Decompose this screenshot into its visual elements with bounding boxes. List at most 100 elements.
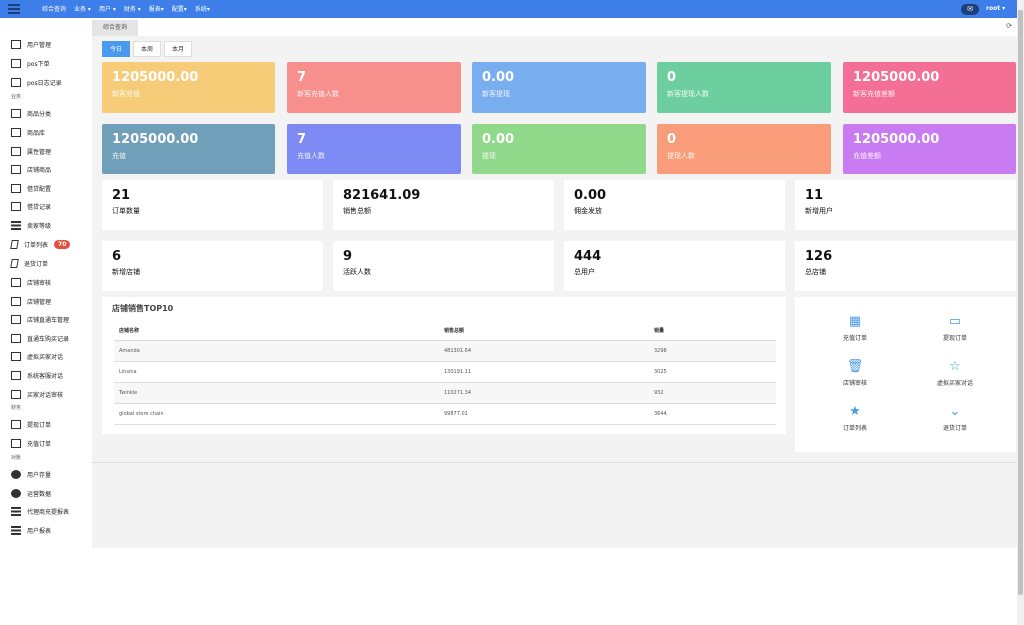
star-icon: ★	[849, 404, 861, 419]
card-icon	[11, 333, 21, 343]
stat-label: 新增用户	[805, 207, 833, 215]
color-stat-card: 0.00 新客提现	[472, 62, 646, 113]
period-button[interactable]: 本月	[164, 41, 192, 57]
period-button[interactable]: 今日	[102, 41, 130, 57]
sidebar-item[interactable]: 店铺直通车管理	[11, 313, 69, 325]
quick-link-label: 提现订单	[942, 335, 967, 342]
stat-label: 活跃人数	[343, 268, 371, 276]
period-button[interactable]: 本周	[133, 41, 161, 57]
sidebar-item-label: 直通车购买记录	[27, 335, 70, 343]
sidebar-item[interactable]: 用户存量	[11, 468, 51, 480]
nav-item[interactable]: 业务 ▾	[74, 6, 91, 13]
tab-overview[interactable]: 综合查询	[92, 20, 138, 36]
sidebar-item[interactable]: 直通车购买记录	[11, 332, 69, 344]
chat-icon[interactable]: ✉	[961, 4, 979, 15]
card-icon	[11, 351, 21, 361]
quick-link[interactable]: ☆ 虚拟买家对话	[900, 359, 1010, 387]
table-cell: 3025	[649, 361, 776, 383]
stat-label: 总用户	[574, 268, 595, 276]
nav-item[interactable]: 报表▾	[148, 6, 164, 13]
sidebar-item[interactable]: 用户管理	[11, 38, 51, 50]
stat-card: 21 订单数量	[102, 180, 323, 230]
sidebar-item[interactable]: 借贷配置	[11, 182, 51, 194]
stat-card: 6 新增店铺	[102, 241, 323, 291]
sidebar-item-label: 提现订单	[27, 421, 52, 429]
sidebar-item-label: 买家对话审核	[27, 391, 64, 399]
color-stat-card: 0 提现人数	[657, 124, 831, 174]
stat-label: 新客充值	[112, 90, 140, 98]
color-stat-card: 7 充值人数	[287, 124, 461, 174]
quick-link[interactable]: ▭ 提现订单	[900, 314, 1010, 342]
nav-item[interactable]: 用户 ▾	[98, 6, 116, 13]
scrollbar-thumb[interactable]	[1018, 10, 1023, 595]
sidebar-item[interactable]: 卖家等级	[11, 219, 51, 231]
sidebar-item-label: 充值订单	[27, 440, 52, 448]
sidebar-item[interactable]: 商品库	[11, 126, 45, 138]
sidebar-item[interactable]: 虚拟买家对话	[11, 350, 63, 362]
stat-card: 821641.09 销售总额	[333, 180, 554, 230]
nav-item[interactable]: 配置▾	[171, 6, 187, 13]
stat-value: 1205000.00	[853, 70, 940, 85]
top-navbar: 综合查询 业务 ▾ 用户 ▾ 财务 ▾ 报表▾ 配置▾ 系统▾ ✉ root ▾	[0, 0, 1017, 18]
table-header: 店铺名称	[114, 321, 439, 341]
sidebar-item[interactable]: pos日志记录	[11, 76, 62, 88]
quick-link[interactable]: 🗑 店铺审核	[800, 359, 910, 387]
pie-icon	[11, 469, 21, 479]
quick-link-label: 充值订单	[842, 335, 867, 342]
stat-value: 0.00	[482, 70, 515, 85]
sidebar-item[interactable]: 用户报表	[11, 524, 51, 536]
sidebar-item[interactable]: 店铺商品	[11, 163, 51, 175]
sidebar-item[interactable]: 运营数据	[11, 487, 51, 499]
sidebar-item-label: 店铺直通车管理	[27, 316, 70, 324]
quick-link[interactable]: ▦ 充值订单	[800, 314, 910, 342]
columns-icon	[11, 58, 21, 68]
user-menu[interactable]: root ▾	[986, 5, 1006, 12]
stat-value: 7	[297, 70, 307, 85]
sidebar-item-label: 店铺审核	[27, 279, 52, 287]
pie-icon	[11, 488, 21, 498]
trash-icon: 🗑	[846, 359, 864, 374]
top10-panel: 店铺销售TOP10 店铺名称 销售总额 销量 Amanda 481301.64 3298 L…	[102, 297, 786, 434]
stat-label: 新客充值人数	[297, 90, 339, 98]
table-row: Amanda 481301.64 3298	[114, 340, 776, 362]
card-icon	[11, 370, 21, 380]
nav-item[interactable]: 财务 ▾	[123, 6, 141, 13]
chevron-down-icon: ⌄	[949, 404, 961, 419]
sidebar-item[interactable]: 代理商充提报表	[11, 505, 69, 517]
sidebar-item[interactable]: 退货订单	[10, 257, 48, 269]
columns-icon	[11, 164, 21, 174]
file-icon	[11, 39, 21, 49]
sidebar-item[interactable]: 店铺管理	[11, 295, 51, 307]
sidebar-item[interactable]: 买家对话审核	[11, 388, 63, 400]
refresh-icon[interactable]: ⟳	[1006, 22, 1012, 30]
sidebar-item[interactable]: 订单列表 70	[10, 238, 71, 250]
quick-link[interactable]: ⌄ 退货订单	[900, 404, 1010, 432]
sidebar-item[interactable]: 提现订单	[11, 418, 51, 430]
sidebar-item-label: 卖家等级	[27, 222, 52, 230]
sidebar-item-label: 订单列表	[24, 241, 49, 249]
sidebar-item-label: pos下单	[27, 60, 50, 68]
sidebar-item[interactable]: 充值订单	[11, 437, 51, 449]
stat-label: 充值差额	[853, 152, 881, 160]
laptop-icon	[11, 108, 21, 118]
sidebar-item[interactable]: 系统客服对话	[11, 369, 63, 381]
sitemap-icon	[11, 506, 21, 516]
quick-link-label: 退货订单	[942, 425, 967, 432]
nav-item[interactable]: 综合查询	[42, 6, 67, 13]
sidebar-item[interactable]: 商品分类	[11, 107, 51, 119]
stat-value: 0	[667, 132, 677, 147]
top10-title: 店铺销售TOP10	[112, 304, 174, 313]
stat-label: 充值	[112, 152, 126, 160]
menu-toggle-icon[interactable]	[8, 4, 20, 14]
nav-item[interactable]: 系统▾	[194, 6, 210, 13]
stat-label: 订单数量	[112, 207, 140, 215]
table-cell: 932	[649, 382, 776, 404]
stat-label: 销售总额	[343, 207, 371, 215]
quick-link[interactable]: ★ 订单列表	[800, 404, 910, 432]
sidebar-item[interactable]: 属性管理	[11, 145, 51, 157]
sidebar-item[interactable]: pos下单	[11, 57, 50, 69]
sidebar-item[interactable]: 借贷记录	[11, 200, 51, 212]
sidebar-item[interactable]: 店铺审核	[11, 276, 51, 288]
stat-card: 126 总店铺	[795, 241, 1016, 291]
table-header: 销售总额	[439, 321, 649, 341]
